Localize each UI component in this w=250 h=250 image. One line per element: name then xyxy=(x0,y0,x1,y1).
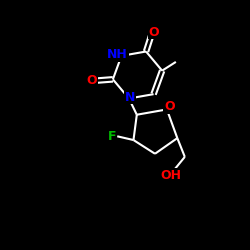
Text: O: O xyxy=(164,100,175,114)
Text: N: N xyxy=(125,91,136,104)
Text: OH: OH xyxy=(160,169,181,182)
Text: O: O xyxy=(86,74,97,87)
Text: NH: NH xyxy=(107,48,128,61)
Text: O: O xyxy=(148,26,159,39)
Text: F: F xyxy=(108,130,116,143)
